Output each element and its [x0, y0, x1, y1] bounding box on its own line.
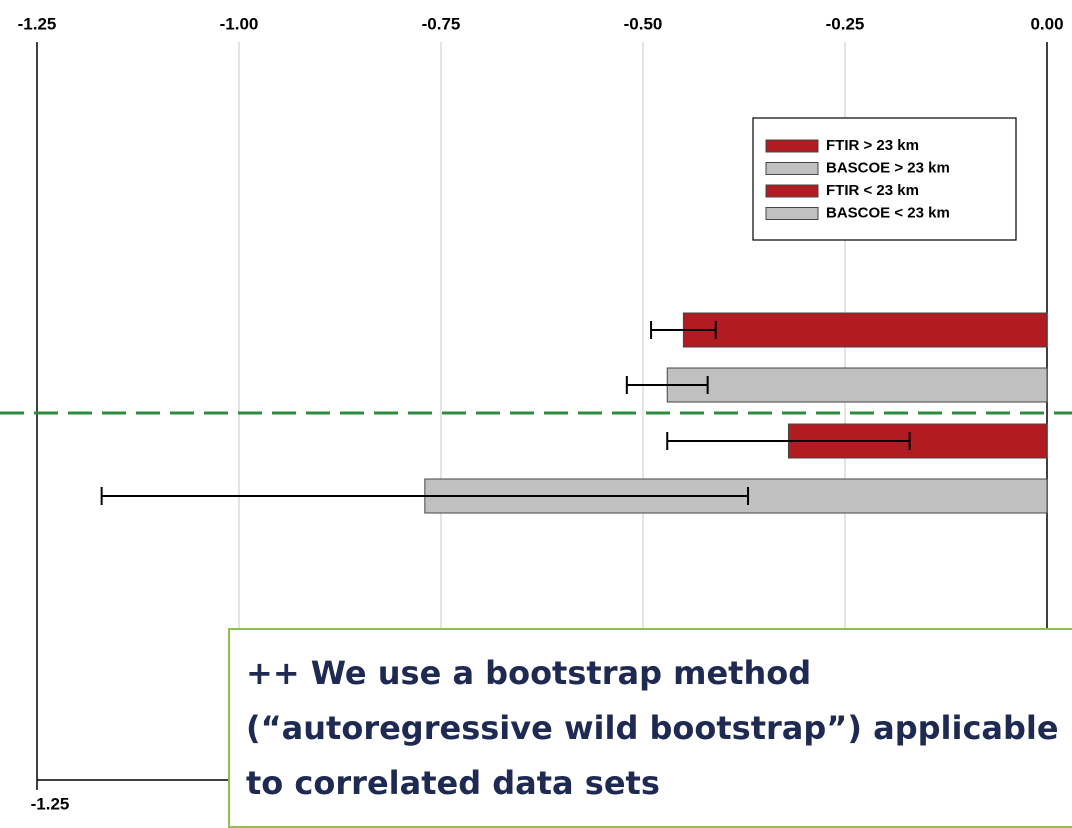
legend-label: BASCOE < 23 km — [826, 204, 950, 221]
legend-label: FTIR > 23 km — [826, 137, 919, 154]
error-bar — [650, 321, 717, 339]
error-bar — [666, 432, 911, 450]
x-tick-label: -1.25 — [18, 14, 57, 33]
x-tick-label: -1.00 — [220, 14, 259, 33]
legend-swatch — [765, 162, 819, 175]
note-line: (“autoregressive wild bootstrap”) applic… — [246, 709, 1059, 747]
x-tick-label: -0.25 — [826, 14, 865, 33]
legend-swatch — [765, 207, 819, 220]
legend-label: FTIR < 23 km — [826, 182, 919, 199]
bar — [666, 367, 1048, 403]
legend-swatch — [765, 139, 819, 153]
note-line: to correlated data sets — [246, 764, 660, 802]
x-tick-label: -1.25 — [31, 794, 70, 813]
legend-label: BASCOE > 23 km — [826, 159, 950, 176]
x-tick-label: -0.50 — [624, 14, 663, 33]
bar — [682, 312, 1048, 348]
legend: FTIR > 23 km BASCOE > 23 km FTIR < 23 km BA… — [752, 117, 1017, 241]
legend-swatch — [765, 184, 819, 198]
error-bar — [625, 376, 709, 394]
text-box: ++ We use a bootstrap method (“autoregre… — [228, 628, 1072, 828]
note-line: ++ We use a bootstrap method — [246, 654, 812, 692]
x-tick-label: -0.75 — [422, 14, 461, 33]
error-bar — [100, 487, 750, 505]
x-tick-label: 0.00 — [1030, 14, 1063, 33]
